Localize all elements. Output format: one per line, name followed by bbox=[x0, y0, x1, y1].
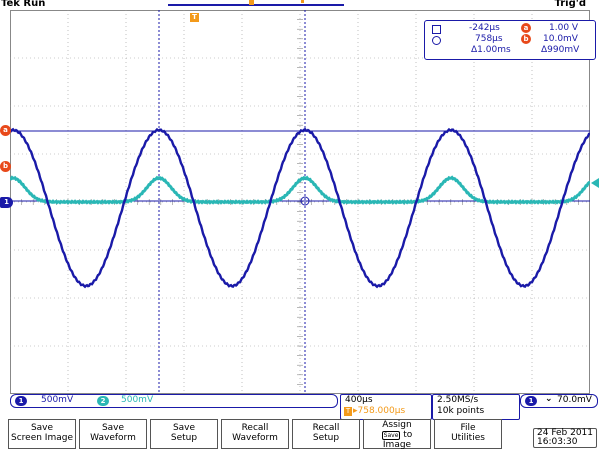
button-label-line2: Setup bbox=[170, 433, 198, 443]
recall-setup-button[interactable]: Recall Setup bbox=[292, 419, 360, 449]
button-label-line3: Image bbox=[382, 440, 412, 450]
record-view-bar bbox=[168, 4, 344, 6]
button-label-line1: Save bbox=[101, 423, 125, 433]
run-status: Tek Run bbox=[1, 0, 46, 9]
trigger-panel[interactable]: 1 ⌄ 70.0mV bbox=[520, 394, 598, 408]
button-label-line2: Save to bbox=[364, 430, 430, 440]
timebase-scale[interactable]: 400µs bbox=[345, 395, 373, 405]
button-label-line1: Recall bbox=[312, 423, 340, 433]
cursor-b-volt: 10.0mV bbox=[543, 34, 578, 44]
top-status-bar: Tek Run Trig'd bbox=[0, 0, 600, 10]
button-label-line2: Waveform bbox=[90, 433, 136, 443]
cursor-a-badge: a bbox=[521, 23, 531, 33]
record-view-marker bbox=[301, 0, 304, 3]
button-label-line1: File bbox=[460, 423, 476, 433]
cursor-b-time: 758µs bbox=[475, 34, 503, 44]
acquisition-panel[interactable]: 2.50MS/s 10k points bbox=[432, 394, 520, 420]
falling-edge-icon: ⌄ bbox=[545, 394, 553, 404]
cursor-a-marker[interactable]: a bbox=[0, 125, 11, 136]
assign-save-to-image-button[interactable]: Assign Save to Image bbox=[363, 419, 431, 450]
cursor-delta-volt: Δ990mV bbox=[541, 45, 580, 55]
cursor-b-marker[interactable]: b bbox=[0, 161, 11, 172]
button-label-line1: Recall bbox=[241, 423, 269, 433]
record-trigger-marker bbox=[249, 0, 254, 5]
ch2-offset-arrow[interactable] bbox=[591, 178, 599, 188]
waveform-display[interactable] bbox=[10, 10, 590, 394]
save-waveform-button[interactable]: Save Waveform bbox=[79, 419, 147, 449]
button-label-to: to bbox=[403, 430, 413, 440]
channel-status-bar[interactable]: 1 500mV 2 500mV bbox=[10, 394, 338, 408]
trigger-status: Trig'd bbox=[554, 0, 586, 9]
button-label-line1: Save bbox=[30, 423, 54, 433]
ch2-waveform bbox=[10, 175, 590, 205]
ch1-scale[interactable]: 500mV bbox=[41, 395, 74, 405]
recall-waveform-button[interactable]: Recall Waveform bbox=[221, 419, 289, 449]
file-utilities-button[interactable]: File Utilities bbox=[434, 419, 502, 449]
date-time-display[interactable]: 24 Feb 2011 16:03:30 bbox=[533, 428, 597, 448]
horizontal-position-trigger-icon: T bbox=[344, 407, 352, 416]
button-label-line2: Utilities bbox=[451, 433, 485, 443]
record-length[interactable]: 10k points bbox=[437, 406, 485, 416]
time: 16:03:30 bbox=[537, 437, 578, 447]
save-screen-image-button[interactable]: Save Screen Image bbox=[8, 419, 76, 449]
trigger-position-marker[interactable]: T bbox=[190, 13, 199, 22]
date: 24 Feb 2011 bbox=[537, 428, 594, 438]
horizontal-position[interactable]: ▸758.000µs bbox=[353, 406, 406, 416]
cursor-intersection-marker bbox=[300, 196, 310, 206]
button-label-line2: Setup bbox=[312, 433, 340, 443]
ch1-waveform bbox=[10, 127, 590, 289]
cursor-readout-panel: -242µs a 1.00 V 758µs b 10.0mV Δ1.00ms Δ… bbox=[424, 20, 596, 60]
cursor-a-time: -242µs bbox=[469, 23, 500, 33]
ch1-ground-marker[interactable]: 1 bbox=[0, 197, 13, 208]
sample-rate: 2.50MS/s bbox=[437, 395, 479, 405]
button-label-line1: Assign bbox=[382, 420, 412, 430]
save-key-icon: Save bbox=[381, 431, 401, 440]
button-label-line2: Screen Image bbox=[11, 433, 73, 443]
save-setup-button[interactable]: Save Setup bbox=[150, 419, 218, 449]
cursor-delta-time: Δ1.00ms bbox=[471, 45, 511, 55]
button-label-line1: Save bbox=[172, 423, 196, 433]
ch1-badge[interactable]: 1 bbox=[15, 396, 27, 406]
cursor-b-time-icon bbox=[432, 36, 441, 45]
cursor-a-volt: 1.00 V bbox=[549, 23, 579, 33]
cursor-a-time-icon bbox=[432, 25, 441, 34]
trigger-source-badge[interactable]: 1 bbox=[525, 396, 537, 406]
graticule-grid bbox=[10, 10, 590, 394]
graticule bbox=[10, 10, 590, 394]
cursor-b-badge: b bbox=[521, 34, 531, 44]
ch2-badge[interactable]: 2 bbox=[97, 396, 109, 406]
timebase-panel[interactable]: 400µs T ▸758.000µs bbox=[340, 394, 432, 420]
trigger-level[interactable]: 70.0mV bbox=[557, 395, 592, 405]
button-label-line2: Waveform bbox=[232, 433, 278, 443]
ch2-scale[interactable]: 500mV bbox=[121, 395, 154, 405]
